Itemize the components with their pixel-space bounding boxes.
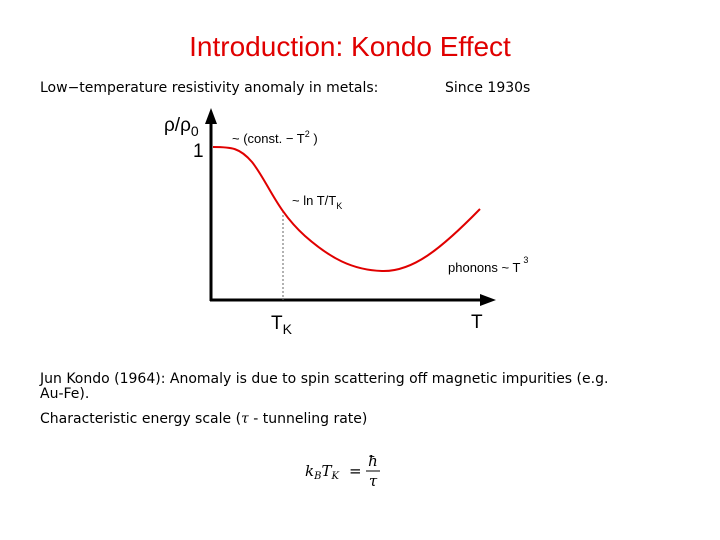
low-t-annotation: ~ (const. − T2 ) [232, 129, 318, 146]
annotation-text: ) [310, 131, 318, 146]
annotation-sub: K [336, 201, 342, 211]
intro-text: Low−temperature resistivity anomaly in m… [40, 80, 378, 96]
y-tick-label: 1 [193, 141, 204, 162]
slide-title: Introduction: Kondo Effect [189, 31, 511, 62]
resistivity-curve [212, 146, 481, 273]
paragraph-text: - tunneling rate) [249, 411, 368, 427]
x-tick-sub: K [283, 321, 293, 337]
paragraph-line: Characteristic energy scale (τ - tunneli… [40, 411, 367, 427]
formula-symbol: T [321, 462, 332, 480]
x-axis-label: T [471, 312, 483, 333]
annotation-text: ~ ln T/T [292, 193, 336, 208]
annotation-sup: 3 [523, 255, 528, 265]
y-axis-label: ρ/ρ0 [164, 115, 199, 139]
paragraph-line: Au-Fe). [40, 386, 89, 402]
intro-since: Since 1930s [445, 80, 530, 96]
annotation-text: ~ (const. − T [232, 131, 305, 146]
paragraph-symbol: τ [241, 411, 249, 427]
formula-sub: K [330, 471, 339, 482]
y-label-sub: 0 [191, 123, 199, 139]
y-arrow [205, 108, 217, 124]
paragraph-line: Jun Kondo (1964): Anomaly is due to spin… [39, 371, 608, 387]
x-arrow [480, 294, 496, 306]
formula-denominator: τ [369, 472, 378, 490]
kondo-annotation: ~ ln T/TK [292, 193, 342, 211]
formula-symbol: k [305, 462, 314, 480]
diagram: ρ/ρ0 1 ~ (const. − T2 ) ~ ln T/TK phonon… [164, 108, 528, 337]
formula-numerator: ħ [368, 452, 378, 470]
formula-equals: = [349, 462, 362, 480]
paragraph-text: Characteristic energy scale ( [40, 411, 241, 427]
annotation-sup: 2 [305, 129, 310, 139]
formula-lhs: kBTK [305, 462, 339, 482]
formula: kBTK = ħ τ [305, 452, 380, 490]
x-tick-base: T [271, 313, 283, 334]
x-tick-label: TK [271, 313, 293, 337]
annotation-text: phonons ~ T [448, 260, 520, 275]
formula-sub: B [313, 471, 321, 482]
y-label-base: ρ/ρ [164, 115, 191, 136]
